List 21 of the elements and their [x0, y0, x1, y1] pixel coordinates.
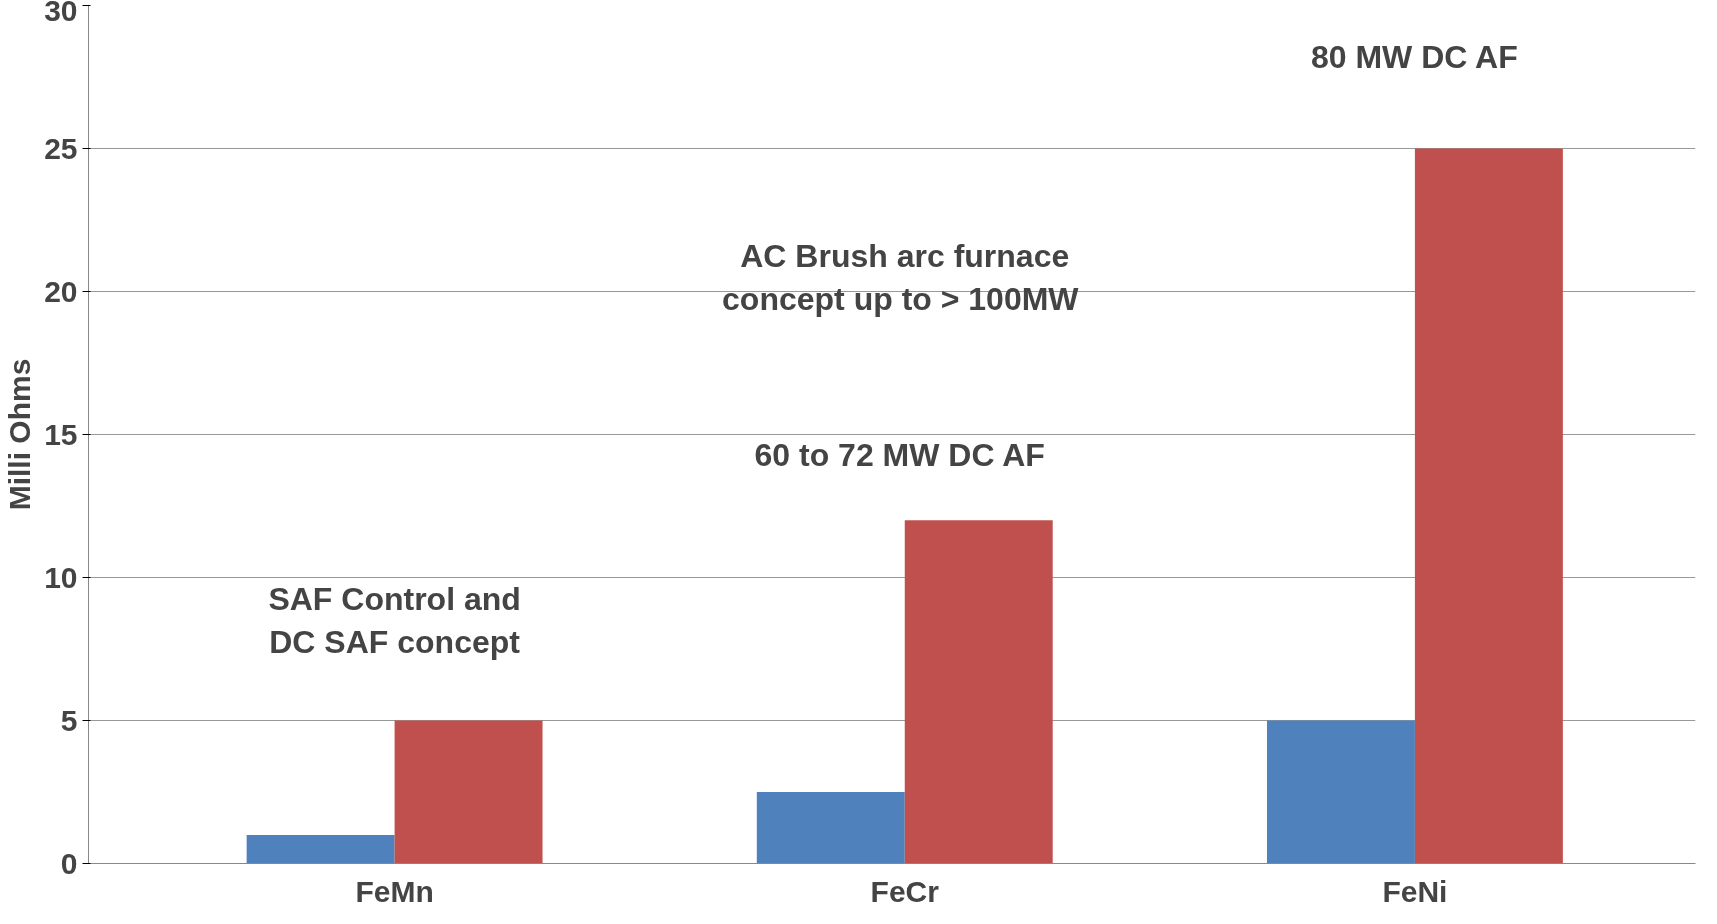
annotation: SAF Control and DC SAF concept — [268, 580, 521, 660]
y-axis-title: Milli Ohms — [3, 358, 37, 511]
x-tick-label: FeCr — [870, 874, 940, 908]
bar — [394, 720, 543, 864]
bar — [1414, 148, 1563, 864]
y-tick-label: 15 — [44, 417, 78, 451]
y-tick-label: 20 — [44, 274, 78, 308]
x-tick-label: FeMn — [355, 874, 434, 908]
x-tick-label: FeNi — [1382, 874, 1448, 908]
y-tick-label: 10 — [44, 560, 78, 594]
annotation: 80 MW DC AF — [1310, 38, 1518, 75]
annotation: 60 to 72 MW DC AF — [754, 436, 1045, 473]
bar — [1266, 720, 1415, 864]
bar — [756, 792, 905, 864]
bar — [246, 834, 395, 864]
y-tick-label: 5 — [60, 703, 78, 737]
y-tick-label: 0 — [60, 846, 78, 880]
y-tick-label: 30 — [44, 0, 78, 27]
bar — [904, 520, 1053, 864]
y-tick-label: 25 — [44, 131, 78, 165]
annotation: AC Brush arc furnace concept up to > 100MW — [722, 237, 1080, 317]
